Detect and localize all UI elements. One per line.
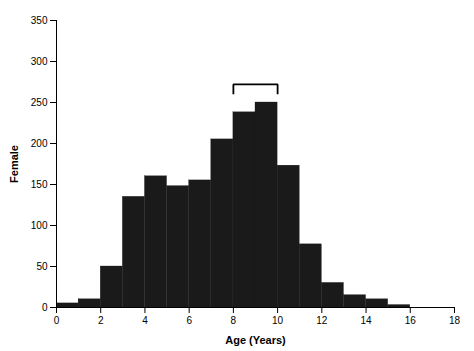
svg-text:16: 16: [405, 315, 417, 326]
svg-text:18: 18: [449, 315, 461, 326]
svg-text:350: 350: [31, 15, 48, 26]
svg-text:2: 2: [98, 315, 104, 326]
svg-text:Female: Female: [8, 145, 20, 183]
svg-text:200: 200: [31, 138, 48, 149]
svg-text:50: 50: [36, 261, 48, 272]
svg-text:10: 10: [272, 315, 284, 326]
svg-text:12: 12: [316, 315, 328, 326]
svg-text:4: 4: [142, 315, 148, 326]
svg-text:14: 14: [360, 315, 372, 326]
svg-text:150: 150: [31, 179, 48, 190]
svg-text:8: 8: [231, 315, 237, 326]
svg-text:250: 250: [31, 97, 48, 108]
svg-text:Age (Years): Age (Years): [225, 334, 286, 346]
svg-text:0: 0: [42, 302, 48, 313]
svg-text:0: 0: [54, 315, 60, 326]
svg-text:6: 6: [186, 315, 192, 326]
svg-text:100: 100: [31, 220, 48, 231]
svg-text:300: 300: [31, 56, 48, 67]
